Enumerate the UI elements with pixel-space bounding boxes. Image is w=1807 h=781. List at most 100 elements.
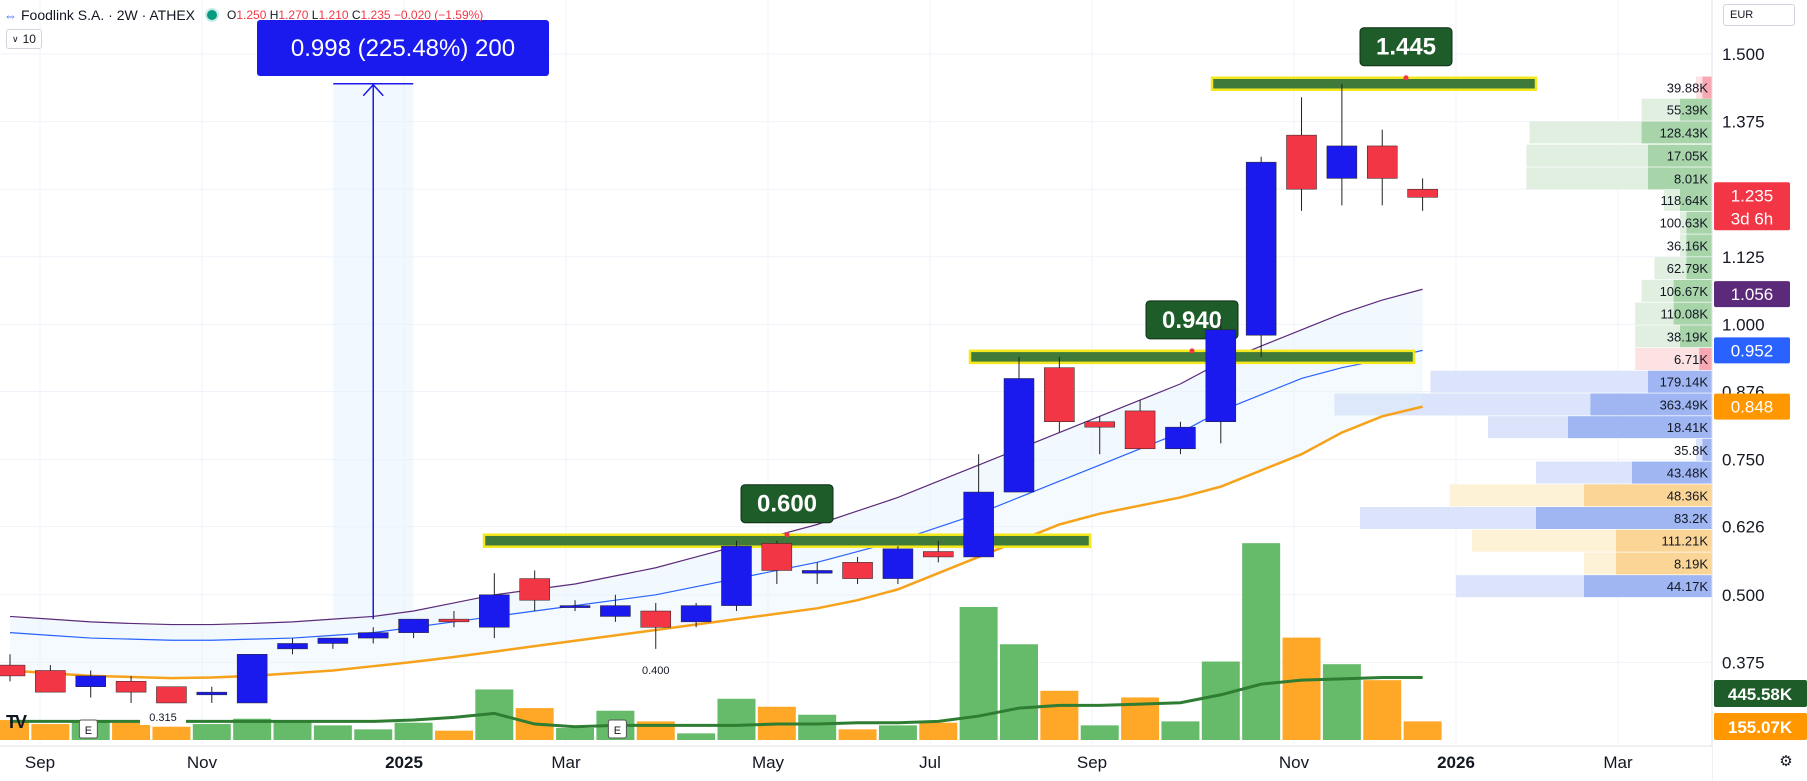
volume-profile-label: 44.17K <box>1667 579 1709 594</box>
candle-body <box>963 491 994 558</box>
candle-body <box>721 545 752 606</box>
ma-band-fill-lower <box>10 350 1423 679</box>
volume-bar <box>798 714 837 740</box>
ohlc-change: −0.020 (−1.59%) <box>393 8 484 22</box>
x-tick-label: Mar <box>1603 753 1633 772</box>
candle-body <box>680 605 712 623</box>
candle <box>1124 400 1156 450</box>
volume-profile-label: 43.48K <box>1667 466 1709 481</box>
volume-bar <box>1242 543 1281 740</box>
volume-bar <box>677 733 716 740</box>
price-badge-1.056: 1.056 <box>1714 281 1790 308</box>
candle-body <box>236 654 268 704</box>
level-bar <box>1210 76 1538 91</box>
settings-gear-icon[interactable]: ⚙ <box>1779 753 1793 770</box>
currency-label: EUR <box>1730 9 1754 21</box>
volume-profile-bar-a <box>1488 416 1568 439</box>
compare-arrows-icon[interactable]: ⇔ <box>4 7 17 23</box>
candle <box>761 540 793 584</box>
candle-body <box>156 686 187 704</box>
volume-profile-label: 128.43K <box>1660 125 1709 140</box>
candle <box>317 637 349 649</box>
candle <box>115 675 147 703</box>
candle-body <box>398 618 429 633</box>
volume-profile-label: 48.36K <box>1667 488 1709 503</box>
volume-profile-label: 18.41K <box>1667 420 1709 435</box>
volume-profile-label: 62.79K <box>1667 261 1709 276</box>
candle-body <box>600 605 631 617</box>
volume-bar <box>394 722 433 740</box>
volume-profile-bar-a <box>1680 211 1687 234</box>
ma-value-label-bg <box>140 709 186 725</box>
candle <box>882 546 914 584</box>
volume-profile-label: 363.49K <box>1660 397 1709 412</box>
ohlc-open: 1.250 <box>236 8 267 22</box>
candle-body <box>519 578 550 601</box>
volume-profile-label: 111.21K <box>1661 534 1708 549</box>
y-tick-label: 1.125 <box>1722 248 1765 267</box>
measure-arrow-head <box>362 83 384 97</box>
candle <box>1407 178 1438 211</box>
candle-body <box>357 632 389 639</box>
indicator-collapse-button[interactable]: ∨ 10 <box>6 29 42 49</box>
candle-body <box>1366 145 1398 179</box>
volume-profile-bar-b <box>1680 325 1712 348</box>
volume-profile-label: 39.88K <box>1667 81 1709 96</box>
volume-profile-bar-b <box>1686 234 1712 257</box>
volume-bar <box>1000 644 1038 740</box>
volume-profile-bar-a <box>1664 189 1680 212</box>
volume-profile-label: 110.08K <box>1661 307 1709 322</box>
candle-body <box>277 643 308 650</box>
tradingview-logo[interactable]: TV <box>6 712 27 732</box>
candle-body <box>1084 421 1115 428</box>
currency-selector[interactable]: EUR <box>1723 4 1795 26</box>
volume-profile-bar-b <box>1584 484 1712 507</box>
volume-profile-bar-a <box>1635 348 1700 371</box>
volume-profile-bar-b <box>1673 302 1712 325</box>
volume-profile-bar-a <box>1430 370 1648 393</box>
volume-profile-label: 179.14K <box>1660 375 1709 390</box>
y-tick-label: 0.626 <box>1722 518 1765 537</box>
volume-profile-bar-a <box>1696 438 1703 461</box>
earnings-marker-box <box>78 719 98 739</box>
volume-profile-bar-b <box>1590 393 1712 416</box>
volume-profile-bar-b <box>1680 189 1712 212</box>
volume-profile: 39.88K 55.39K 128.43K 17.05K 8.01K 118.64K 100… <box>1334 76 1712 598</box>
candle <box>1165 421 1196 455</box>
volume-profile-bar-b <box>1702 76 1712 99</box>
volume-profile-bar-b <box>1616 552 1712 575</box>
candle-body <box>882 548 914 579</box>
candle <box>75 670 106 698</box>
earnings-marker-text: E <box>85 725 92 737</box>
volume-profile-label: 8.19K <box>1674 556 1708 571</box>
volume-bars <box>0 543 1442 740</box>
level-anchor-dot <box>1403 75 1409 81</box>
level-anchor-dot <box>784 532 790 538</box>
volume-bar <box>0 720 29 740</box>
candle <box>277 638 308 655</box>
volume-bar <box>1201 661 1240 740</box>
volume-profile-bar-a <box>1641 98 1680 121</box>
candle-body <box>1286 134 1317 190</box>
volume-bar <box>1080 725 1119 740</box>
ma-purple-line <box>9 288 1423 626</box>
volume-profile-bar-a <box>1529 121 1642 144</box>
volume-profile-label: 35.8K <box>1674 443 1708 458</box>
level-1.445: 1.445 <box>1210 27 1538 91</box>
volume-bar <box>878 725 917 740</box>
volume-profile-bar-b <box>1536 507 1712 530</box>
volume-profile-label: 36.16K <box>1667 238 1709 253</box>
candle-body <box>1124 410 1156 450</box>
price-badge-box <box>1714 182 1790 231</box>
candle <box>1205 318 1237 444</box>
price-badge-0.848: 0.848 <box>1714 393 1790 420</box>
volume-bar <box>31 724 70 740</box>
volume-bar <box>1322 664 1361 740</box>
volume-badge-text: 445.58K <box>1728 685 1793 704</box>
candle <box>1003 356 1035 493</box>
candle-body <box>196 691 228 696</box>
volume-profile-bar-a <box>1696 76 1703 99</box>
symbol-title[interactable]: Foodlink S.A. · 2W · ATHEX <box>21 7 196 23</box>
volume-bar <box>1403 721 1442 740</box>
